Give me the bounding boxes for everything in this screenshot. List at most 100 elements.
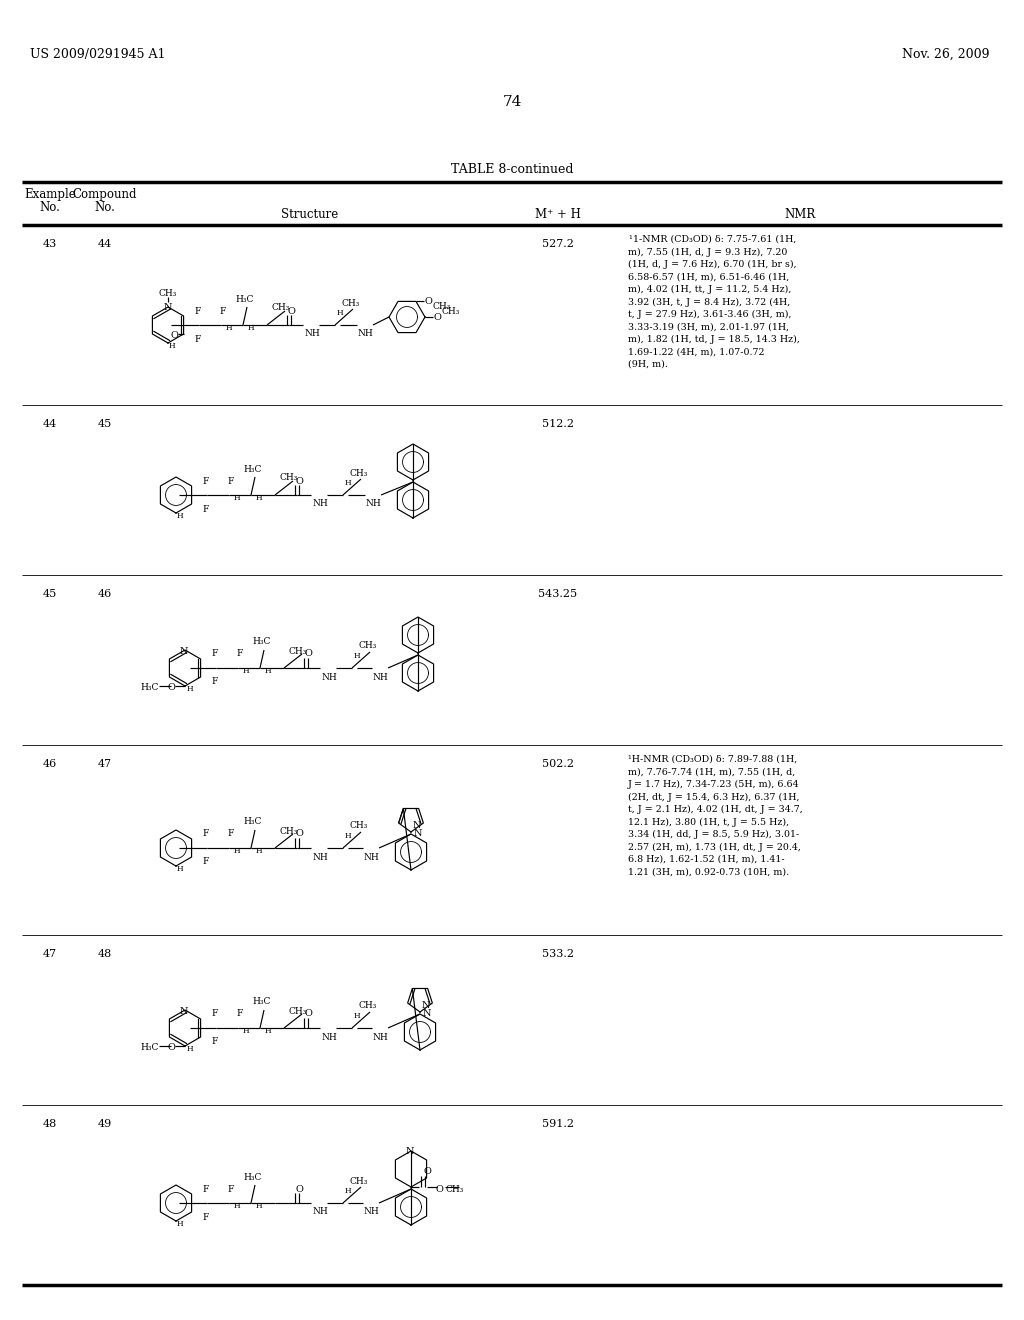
- Text: O: O: [423, 1167, 431, 1176]
- Text: CH₃: CH₃: [289, 1006, 307, 1015]
- Text: H: H: [233, 494, 241, 502]
- Text: F: F: [227, 829, 234, 838]
- Text: No.: No.: [40, 201, 60, 214]
- Text: F: F: [227, 477, 234, 486]
- Text: NH: NH: [312, 499, 328, 508]
- Text: H: H: [225, 323, 232, 333]
- Text: 45: 45: [43, 589, 57, 599]
- Text: (2H, dt, J = 15.4, 6.3 Hz), 6.37 (1H,: (2H, dt, J = 15.4, 6.3 Hz), 6.37 (1H,: [628, 792, 800, 801]
- Text: O: O: [435, 1184, 443, 1193]
- Text: Compound: Compound: [73, 187, 137, 201]
- Text: H: H: [256, 1203, 262, 1210]
- Text: H: H: [337, 309, 343, 317]
- Text: H: H: [233, 847, 241, 855]
- Text: H₃C: H₃C: [236, 294, 254, 304]
- Text: NMR: NMR: [784, 209, 816, 220]
- Text: Example: Example: [25, 187, 76, 201]
- Text: m), 7.55 (1H, d, J = 9.3 Hz), 7.20: m), 7.55 (1H, d, J = 9.3 Hz), 7.20: [628, 248, 787, 256]
- Text: 6.8 Hz), 1.62-1.52 (1H, m), 1.41-: 6.8 Hz), 1.62-1.52 (1H, m), 1.41-: [628, 855, 784, 865]
- Text: H: H: [353, 1012, 360, 1020]
- Text: t, J = 2.1 Hz), 4.02 (1H, dt, J = 34.7,: t, J = 2.1 Hz), 4.02 (1H, dt, J = 34.7,: [628, 805, 803, 814]
- Text: NH: NH: [372, 672, 388, 681]
- Text: 1.21 (3H, m), 0.92-0.73 (10H, m).: 1.21 (3H, m), 0.92-0.73 (10H, m).: [628, 867, 790, 876]
- Text: O: O: [304, 1010, 312, 1019]
- Text: US 2009/0291945 A1: US 2009/0291945 A1: [30, 48, 166, 61]
- Text: F: F: [227, 1184, 234, 1193]
- Text: F: F: [203, 829, 209, 838]
- Text: H₃C: H₃C: [141, 684, 159, 693]
- Text: 47: 47: [98, 759, 112, 770]
- Text: N: N: [180, 1006, 188, 1015]
- Text: M⁺ + H: M⁺ + H: [536, 209, 581, 220]
- Text: H: H: [345, 1187, 351, 1195]
- Text: NH: NH: [357, 330, 373, 338]
- Text: H: H: [243, 1027, 249, 1035]
- Text: NH: NH: [372, 1032, 388, 1041]
- Text: O: O: [295, 477, 303, 486]
- Text: No.: No.: [94, 201, 116, 214]
- Text: 3.34 (1H, dd, J = 8.5, 5.9 Hz), 3.01-: 3.34 (1H, dd, J = 8.5, 5.9 Hz), 3.01-: [628, 830, 800, 840]
- Text: F: F: [220, 306, 226, 315]
- Text: H: H: [353, 652, 360, 660]
- Text: 1.69-1.22 (4H, m), 1.07-0.72: 1.69-1.22 (4H, m), 1.07-0.72: [628, 347, 765, 356]
- Text: 12.1 Hz), 3.80 (1H, t, J = 5.5 Hz),: 12.1 Hz), 3.80 (1H, t, J = 5.5 Hz),: [628, 817, 790, 826]
- Text: 1-NMR (CD₃OD) δ: 7.75-7.61 (1H,: 1-NMR (CD₃OD) δ: 7.75-7.61 (1H,: [633, 235, 797, 244]
- Text: F: F: [203, 1184, 209, 1193]
- Text: O: O: [171, 331, 178, 341]
- Text: N: N: [423, 1010, 431, 1019]
- Text: CH₃: CH₃: [342, 298, 360, 308]
- Text: O: O: [287, 306, 295, 315]
- Text: F: F: [203, 504, 209, 513]
- Text: O: O: [424, 297, 432, 306]
- Text: N: N: [414, 829, 422, 838]
- Text: H₃C: H₃C: [244, 1172, 262, 1181]
- Text: H₃C: H₃C: [253, 998, 271, 1006]
- Text: H: H: [256, 494, 262, 502]
- Text: CH₃: CH₃: [358, 642, 377, 651]
- Text: H: H: [264, 667, 271, 675]
- Text: NH: NH: [364, 1208, 379, 1217]
- Text: 48: 48: [98, 949, 112, 960]
- Text: 46: 46: [43, 759, 57, 770]
- Text: NH: NH: [322, 1032, 337, 1041]
- Text: 591.2: 591.2: [542, 1119, 574, 1129]
- Text: N: N: [412, 821, 421, 829]
- Text: H: H: [256, 847, 262, 855]
- Text: CH₃: CH₃: [271, 304, 290, 313]
- Text: 527.2: 527.2: [542, 239, 573, 249]
- Text: 47: 47: [43, 949, 57, 960]
- Text: 3.33-3.19 (3H, m), 2.01-1.97 (1H,: 3.33-3.19 (3H, m), 2.01-1.97 (1H,: [628, 322, 790, 331]
- Text: TABLE 8-continued: TABLE 8-continued: [451, 162, 573, 176]
- Text: NH: NH: [364, 853, 379, 862]
- Text: 3.92 (3H, t, J = 8.4 Hz), 3.72 (4H,: 3.92 (3H, t, J = 8.4 Hz), 3.72 (4H,: [628, 297, 791, 306]
- Text: H: H: [248, 323, 254, 333]
- Text: N: N: [421, 1001, 430, 1010]
- Text: 46: 46: [98, 589, 112, 599]
- Text: J = 1.7 Hz), 7.34-7.23 (5H, m), 6.64: J = 1.7 Hz), 7.34-7.23 (5H, m), 6.64: [628, 780, 800, 789]
- Text: F: F: [237, 1010, 243, 1019]
- Text: 502.2: 502.2: [542, 759, 574, 770]
- Text: 43: 43: [43, 239, 57, 249]
- Text: NH: NH: [366, 499, 381, 508]
- Text: CH₃: CH₃: [445, 1184, 464, 1193]
- Text: O: O: [295, 829, 303, 838]
- Text: H: H: [233, 1203, 241, 1210]
- Text: CH₃: CH₃: [289, 647, 307, 656]
- Text: O: O: [433, 313, 441, 322]
- Text: 2.57 (2H, m), 1.73 (1H, dt, J = 20.4,: 2.57 (2H, m), 1.73 (1H, dt, J = 20.4,: [628, 842, 801, 851]
- Text: O: O: [167, 1044, 175, 1052]
- Text: H₃C: H₃C: [141, 1044, 159, 1052]
- Text: F: F: [212, 649, 218, 659]
- Text: CH₃: CH₃: [358, 1002, 377, 1011]
- Text: 44: 44: [43, 418, 57, 429]
- Text: F: F: [212, 677, 218, 686]
- Text: F: F: [212, 1038, 218, 1047]
- Text: Structure: Structure: [282, 209, 339, 220]
- Text: F: F: [203, 477, 209, 486]
- Text: 74: 74: [503, 95, 521, 110]
- Text: 44: 44: [98, 239, 112, 249]
- Text: 48: 48: [43, 1119, 57, 1129]
- Text: CH₃: CH₃: [280, 474, 298, 483]
- Text: H: H: [177, 1220, 183, 1228]
- Text: H: H: [186, 685, 194, 693]
